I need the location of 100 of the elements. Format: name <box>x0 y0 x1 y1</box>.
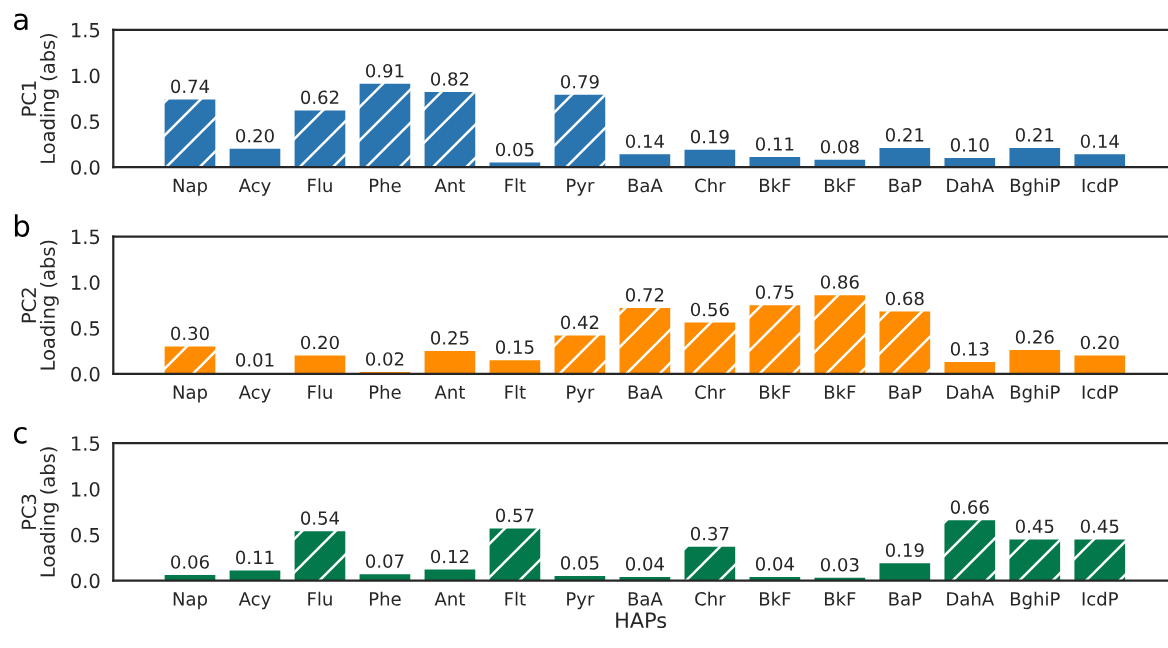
data-label: 0.15 <box>495 340 534 354</box>
x-tick-label: Phe <box>369 178 401 193</box>
x-tick-label: BaP <box>889 385 922 399</box>
x-tick-label: Acy <box>238 385 271 403</box>
y-tick-label: 0.0 <box>71 573 100 589</box>
data-label: 0.30 <box>171 326 209 341</box>
chart-title: b <box>14 214 30 237</box>
data-label: 0.25 <box>431 331 469 345</box>
data-label: 0.05 <box>495 142 534 157</box>
x-tick-label: DahA <box>947 591 995 606</box>
x-tick-label: IcdP <box>1082 591 1118 606</box>
data-label: 0.04 <box>755 557 794 571</box>
y-tick-label: 1.5 <box>72 229 100 245</box>
data-label: 0.10 <box>950 138 989 152</box>
x-tick-label: BaA <box>628 385 663 399</box>
data-label: 0.19 <box>690 129 729 144</box>
data-label: 0.20 <box>301 335 339 350</box>
x-tick-label: DahA <box>947 385 995 399</box>
x-tick-label: Phe <box>369 385 401 399</box>
x-tick-label: BaP <box>889 178 922 193</box>
data-label: 0.82 <box>431 72 469 86</box>
data-label: 0.72 <box>625 288 664 302</box>
data-label: 0.14 <box>625 134 664 149</box>
y-tick-label: 1.0 <box>72 275 100 290</box>
data-label: 0.21 <box>885 128 924 142</box>
x-tick-label: Flu <box>308 591 332 606</box>
data-label: 0.20 <box>1080 335 1119 350</box>
x-tick-label: Nap <box>173 385 208 403</box>
data-label: 0.26 <box>1015 330 1054 344</box>
data-label: 0.42 <box>560 315 599 330</box>
y-axis-title: PC3 Loading (abs) <box>21 447 59 577</box>
data-label: 0.57 <box>495 508 534 523</box>
x-tick-label: Pyr <box>567 592 595 610</box>
x-tick-label: Chr <box>695 385 726 399</box>
x-axis-title: HAPs <box>616 612 667 629</box>
data-label: 0.56 <box>690 302 729 317</box>
x-tick-label: BaA <box>628 178 663 193</box>
x-tick-label: Flt <box>505 591 526 606</box>
x-tick-label: Ant <box>434 592 465 606</box>
x-tick-label: Ant <box>434 385 465 399</box>
data-label: 0.45 <box>1015 519 1054 534</box>
data-label: 0.13 <box>950 342 989 356</box>
data-label: 0.08 <box>820 139 859 154</box>
data-label: 0.54 <box>301 511 340 525</box>
x-tick-label: IcdP <box>1082 178 1118 193</box>
x-tick-label: BghiP <box>1010 591 1060 610</box>
data-label: 0.86 <box>820 275 859 289</box>
y-tick-label: 0.5 <box>71 114 100 130</box>
data-label: 0.06 <box>171 555 209 569</box>
x-tick-label: Phe <box>369 591 401 606</box>
x-tick-label: Chr <box>695 178 726 193</box>
y-tick-label: 0.5 <box>71 527 100 543</box>
data-label: 0.62 <box>301 90 339 105</box>
data-label: 0.05 <box>560 556 599 570</box>
y-axis-title: PC2 Loading (abs) <box>21 240 59 370</box>
y-tick-label: 0.0 <box>71 160 100 175</box>
data-label: 0.12 <box>431 549 469 564</box>
x-tick-label: Acy <box>238 592 271 610</box>
x-tick-label: BaP <box>889 592 922 606</box>
data-label: 0.02 <box>366 352 404 366</box>
data-label: 0.01 <box>236 353 274 367</box>
data-label: 0.07 <box>366 554 404 568</box>
data-label: 0.91 <box>366 63 404 78</box>
chart-title: a <box>14 13 28 31</box>
data-label: 0.68 <box>885 291 924 306</box>
x-tick-label: BaA <box>628 592 663 606</box>
x-tick-label: BghiP <box>1010 385 1060 403</box>
x-tick-label: Chr <box>695 591 726 606</box>
data-label: 0.14 <box>1080 134 1119 149</box>
x-tick-label: Flu <box>308 385 332 399</box>
data-label: 0.03 <box>820 557 859 572</box>
y-tick-label: 1.5 <box>72 23 100 38</box>
y-tick-label: 1.0 <box>72 68 100 84</box>
chart-title: c <box>13 426 27 444</box>
y-tick-label: 0.0 <box>71 366 100 382</box>
x-tick-label: BkF <box>760 591 791 606</box>
x-tick-label: Flt <box>505 178 526 193</box>
x-tick-label: Nap <box>173 592 208 610</box>
x-tick-label: BkF <box>824 178 856 193</box>
data-label: 0.66 <box>950 500 989 514</box>
x-tick-label: Flu <box>308 178 332 193</box>
x-tick-label: BghiP <box>1010 178 1060 196</box>
x-tick-label: Pyr <box>567 178 595 196</box>
data-label: 0.21 <box>1015 128 1054 142</box>
x-tick-label: BkF <box>824 591 856 606</box>
data-label: 0.04 <box>625 557 664 571</box>
y-axis-title: PC1 Loading (abs) <box>21 33 59 163</box>
x-tick-label: BkF <box>824 385 856 399</box>
data-label: 0.11 <box>236 550 274 565</box>
x-tick-label: BkF <box>760 385 791 399</box>
x-tick-label: Flt <box>505 385 526 399</box>
x-tick-label: DahA <box>947 178 995 193</box>
y-tick-label: 1.0 <box>72 481 100 497</box>
x-tick-label: IcdP <box>1082 385 1118 399</box>
x-tick-label: Pyr <box>567 385 595 403</box>
data-label: 0.19 <box>885 543 924 557</box>
x-tick-label: Nap <box>173 178 208 196</box>
data-label: 0.20 <box>236 128 274 143</box>
data-label: 0.75 <box>755 285 794 299</box>
data-label: 0.74 <box>171 79 210 94</box>
